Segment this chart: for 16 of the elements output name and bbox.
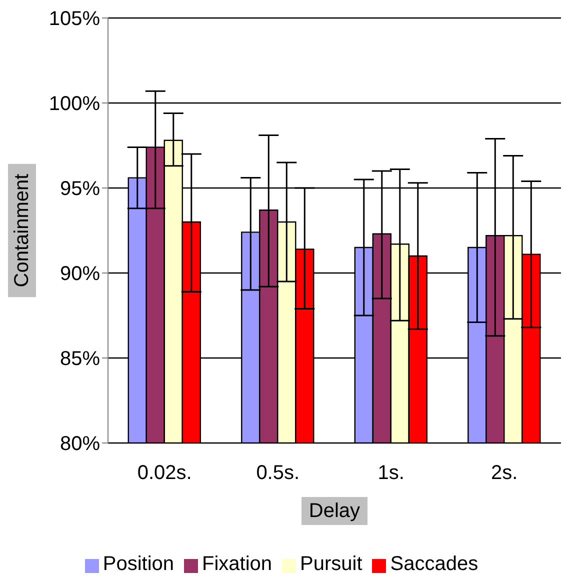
legend-label: Fixation xyxy=(202,553,272,575)
x-tick-label: 1s. xyxy=(378,462,404,484)
y-axis-title: Containment xyxy=(11,173,33,288)
x-axis-title: Delay xyxy=(308,500,360,522)
y-tick-label: 80% xyxy=(60,433,100,456)
legend-label: Pursuit xyxy=(300,553,362,575)
legend-label: Saccades xyxy=(390,553,478,575)
x-tick-label: 0.02s. xyxy=(137,462,192,484)
y-tick-label: 105% xyxy=(48,8,100,30)
x-tick-label: 0.5s. xyxy=(256,462,300,484)
y-tick-label: 100% xyxy=(48,93,100,116)
x-tick-label: 2s. xyxy=(491,462,518,484)
y-tick-label: 95% xyxy=(60,178,100,200)
legend-label: Position xyxy=(102,553,174,575)
y-tick-label: 85% xyxy=(60,348,100,370)
y-tick-label: 90% xyxy=(60,263,100,286)
